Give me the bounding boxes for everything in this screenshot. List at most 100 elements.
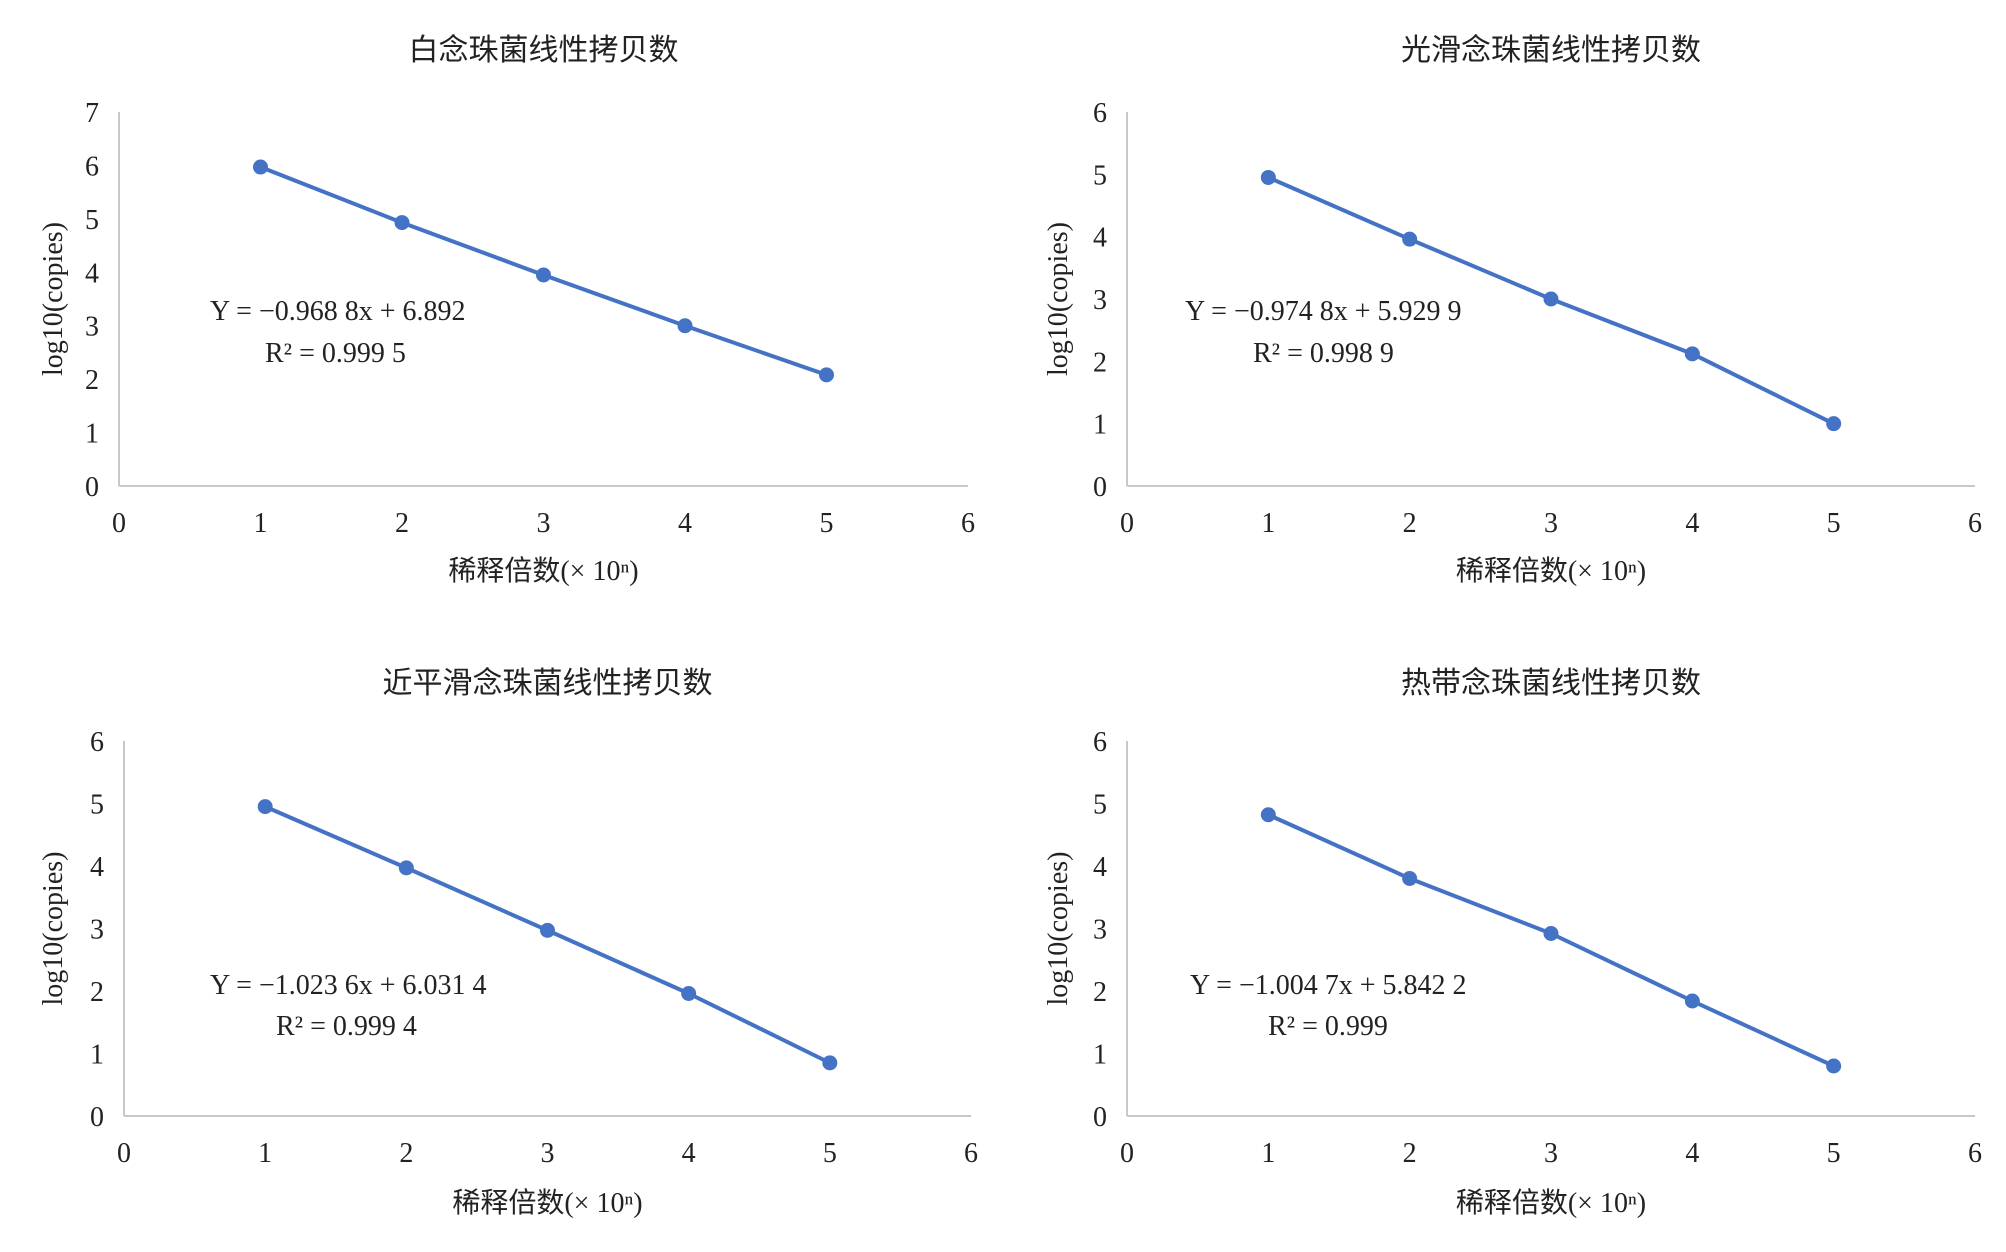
x-axis-title: 稀释倍数(× 10ⁿ)	[452, 1187, 642, 1219]
x-tick-label: 4	[1685, 1138, 1699, 1169]
y-tick-label: 5	[1093, 160, 1107, 191]
x-axis-title: 稀释倍数(× 10ⁿ)	[1456, 555, 1646, 587]
data-point	[1402, 871, 1418, 886]
y-tick-label: 4	[90, 852, 104, 883]
y-axis-title: log10(copies)	[38, 222, 69, 376]
data-point	[677, 318, 693, 334]
y-tick-label: 6	[90, 727, 104, 758]
x-tick-label: 2	[399, 1138, 413, 1169]
chart-title: 光滑念珠菌线性拷贝数	[1401, 34, 1701, 67]
chart-title: 热带念珠菌线性拷贝数	[1401, 667, 1701, 700]
y-tick-label: 0	[85, 472, 99, 503]
y-tick-label: 4	[1093, 852, 1107, 883]
x-tick-label: 0	[117, 1138, 131, 1169]
x-tick-label: 6	[1968, 508, 1982, 539]
x-tick-label: 3	[537, 508, 551, 539]
data-point	[1684, 993, 1700, 1009]
chart-panel-1: 白念珠菌线性拷贝数 0 1 2 3 4 5 6 7 0 1 2 3 4 5 6 稀释倍数(× 10ⁿ) log10…	[38, 34, 975, 587]
x-tick-label: 5	[1827, 1138, 1841, 1169]
data-point	[1543, 291, 1559, 307]
y-axis-title: log10(copies)	[38, 852, 69, 1006]
x-tick-label: 1	[1261, 1138, 1275, 1169]
x-tick-label: 5	[823, 1138, 837, 1169]
chart-panel-4: 热带念珠菌线性拷贝数 0 1 2 3 4 5 6 0 1 2 3 4 5 6 稀释倍数(× 10ⁿ) log10…	[1043, 667, 1982, 1219]
x-axis-title: 稀释倍数(× 10ⁿ)	[1456, 1187, 1646, 1219]
y-tick-label: 3	[1093, 915, 1107, 946]
data-point	[253, 159, 268, 175]
y-tick-label: 7	[85, 98, 99, 129]
y-tick-label: 5	[85, 205, 99, 236]
y-tick-label: 2	[1093, 977, 1107, 1008]
y-tick-label: 0	[90, 1102, 104, 1133]
x-tick-label: 6	[961, 508, 975, 539]
y-axis-title: log10(copies)	[1043, 222, 1074, 376]
x-tick-label: 3	[541, 1138, 555, 1169]
data-point	[398, 860, 414, 876]
x-tick-label: 4	[682, 1138, 696, 1169]
y-tick-label: 0	[1093, 472, 1107, 503]
x-tick-label: 3	[1544, 1138, 1558, 1169]
x-tick-label: 0	[112, 508, 126, 539]
x-tick-label: 6	[964, 1138, 978, 1169]
x-tick-label: 5	[1827, 508, 1841, 539]
data-point	[536, 267, 551, 283]
r-squared-label: R² = 0.999 5	[265, 338, 406, 369]
x-tick-label: 2	[1403, 508, 1417, 539]
regression-equation: Y = −0.974 8x + 5.929 9	[1185, 296, 1462, 327]
data-point	[1260, 169, 1276, 185]
x-tick-label: 4	[1685, 508, 1699, 539]
regression-equation: Y = −0.968 8x + 6.892	[210, 296, 466, 327]
chart-panel-3: 近平滑念珠菌线性拷贝数 0 1 2 3 4 5 6 0 1 2 3 4 5 6 稀释倍数(× 10ⁿ) log1…	[38, 667, 978, 1219]
x-tick-label: 2	[395, 508, 409, 539]
data-point	[257, 799, 273, 815]
r-squared-label: R² = 0.998 9	[1253, 338, 1394, 369]
x-tick-label: 5	[820, 508, 834, 539]
y-tick-label: 5	[1093, 790, 1107, 821]
x-tick-label: 0	[1120, 508, 1134, 539]
y-tick-label: 1	[1093, 1040, 1107, 1071]
y-tick-label: 4	[85, 258, 99, 289]
data-point	[540, 922, 555, 938]
y-tick-label: 3	[85, 312, 99, 343]
y-axis-title: log10(copies)	[1043, 852, 1074, 1006]
y-tick-label: 6	[1093, 98, 1107, 129]
r-squared-label: R² = 0.999	[1268, 1011, 1388, 1042]
y-tick-label: 3	[90, 915, 104, 946]
y-tick-label: 0	[1093, 1102, 1107, 1133]
chart-title: 白念珠菌线性拷贝数	[409, 34, 679, 67]
regression-equation: Y = −1.023 6x + 6.031 4	[210, 970, 487, 1001]
x-tick-label: 1	[258, 1138, 272, 1169]
data-point	[1826, 1058, 1842, 1074]
y-tick-label: 6	[85, 151, 99, 182]
regression-equation: Y = −1.004 7x + 5.842 2	[1190, 970, 1467, 1001]
y-tick-label: 6	[1093, 727, 1107, 758]
y-tick-label: 2	[85, 365, 99, 396]
data-point	[1684, 346, 1700, 362]
y-tick-label: 2	[90, 977, 104, 1008]
y-tick-label: 1	[1093, 410, 1107, 441]
x-tick-label: 6	[1968, 1138, 1982, 1169]
data-point	[1826, 416, 1842, 432]
data-point	[1260, 807, 1276, 823]
y-tick-label: 1	[85, 419, 99, 450]
y-tick-label: 1	[90, 1040, 104, 1071]
y-tick-label: 2	[1093, 347, 1107, 378]
data-point	[1543, 926, 1559, 941]
x-tick-label: 4	[678, 508, 692, 539]
chart-title: 近平滑念珠菌线性拷贝数	[383, 667, 713, 700]
y-tick-label: 5	[90, 790, 104, 821]
x-tick-label: 1	[254, 508, 268, 539]
data-point	[819, 367, 834, 383]
x-axis-title: 稀释倍数(× 10ⁿ)	[448, 555, 638, 587]
x-tick-label: 2	[1403, 1138, 1417, 1169]
chart-panel-2: 光滑念珠菌线性拷贝数 0 1 2 3 4 5 6 0 1 2 3 4 5 6 稀释倍数(× 10ⁿ) log10…	[1043, 34, 1982, 587]
data-point	[681, 986, 697, 1001]
x-tick-label: 3	[1544, 508, 1558, 539]
data-point	[1402, 231, 1418, 247]
r-squared-label: R² = 0.999 4	[276, 1011, 417, 1042]
data-point	[822, 1055, 838, 1071]
x-tick-label: 0	[1120, 1138, 1134, 1169]
data-point	[394, 215, 410, 231]
y-tick-label: 3	[1093, 285, 1107, 316]
